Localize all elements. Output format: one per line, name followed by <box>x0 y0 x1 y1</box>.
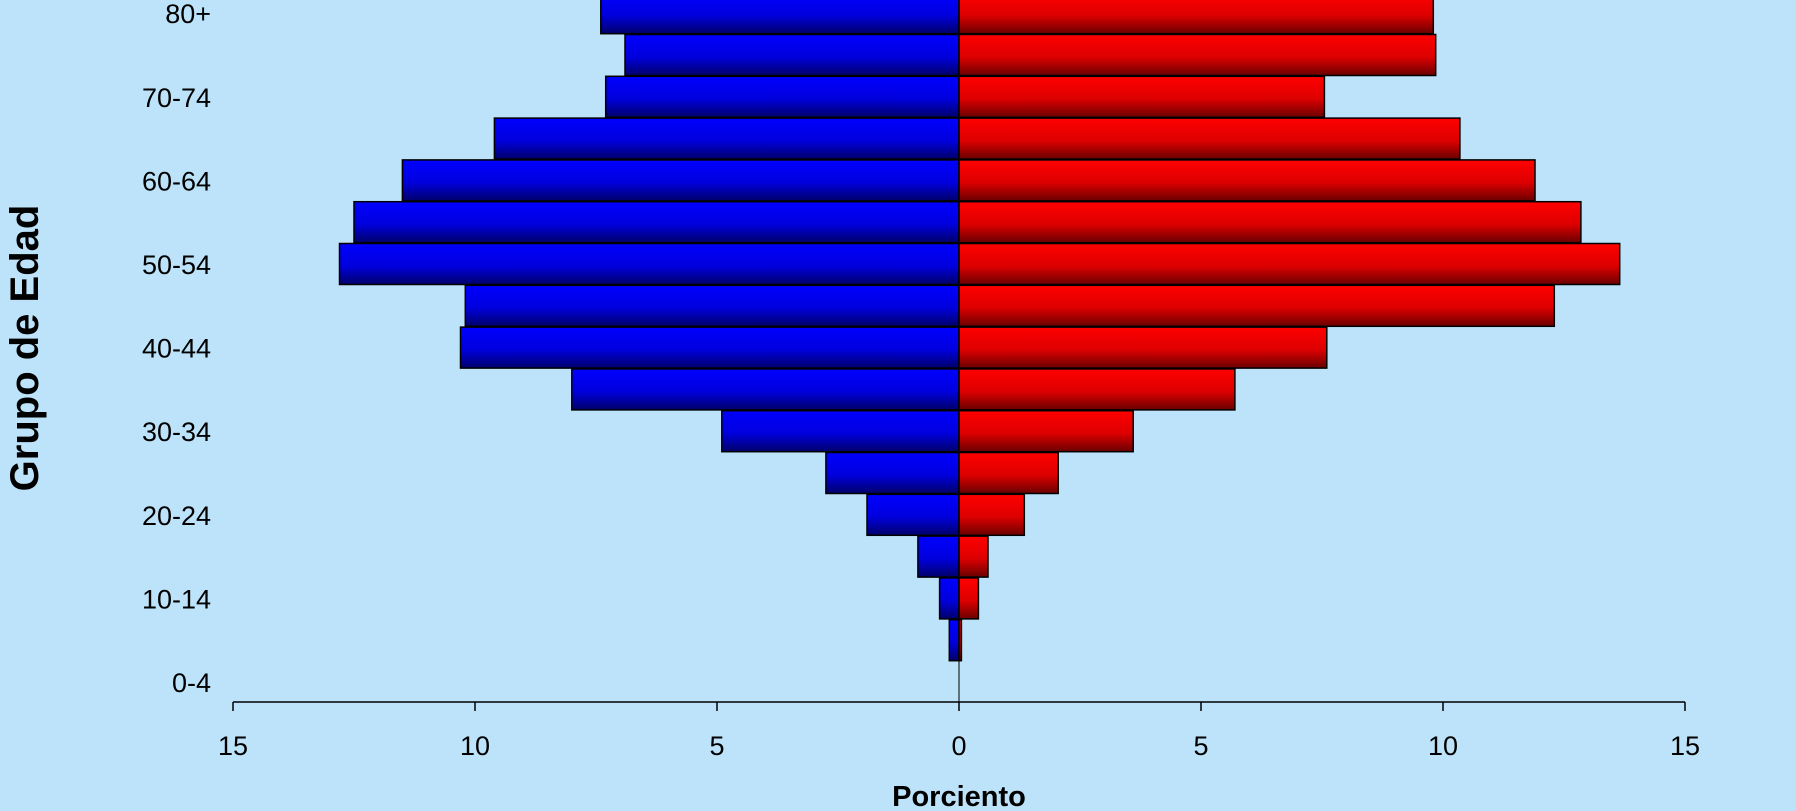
bar-left-15-19 <box>917 535 960 578</box>
bar-right-75-79 <box>958 33 1437 77</box>
bar-left-25-29 <box>825 451 960 495</box>
bar-right-10-14 <box>958 577 980 620</box>
axes-layer: 15 10 5 0 5 10 15 0-4 10-14 20-24 30-34 40-44 50-54 6… <box>142 0 1700 761</box>
bar-left-5-9 <box>948 618 960 662</box>
bar-left-45-49 <box>464 284 960 328</box>
bar-left-35-39 <box>571 368 960 411</box>
bar-right-45-49 <box>958 284 1556 328</box>
bar-right-60-64 <box>958 159 1536 202</box>
y-tick-label: 70-74 <box>142 83 211 113</box>
bar-right-20-24 <box>958 493 1026 537</box>
bar-right-50-54 <box>958 242 1621 286</box>
y-tick-label: 20-24 <box>142 501 211 531</box>
bar-left-30-34 <box>721 409 960 453</box>
bar-right-80+ <box>958 0 1435 35</box>
bar-left-10-14 <box>938 577 960 620</box>
y-tick-label: 0-4 <box>172 668 211 698</box>
bars-layer <box>338 0 1621 662</box>
x-axis-title: Porciento <box>892 781 1026 811</box>
bar-right-55-59 <box>958 200 1582 244</box>
bar-right-30-34 <box>958 409 1134 453</box>
y-tick-label: 40-44 <box>142 334 211 364</box>
y-tick-label: 60-64 <box>142 166 211 196</box>
bar-left-60-64 <box>401 159 960 202</box>
bar-left-70-74 <box>604 75 960 119</box>
y-tick-label: 30-34 <box>142 417 211 447</box>
x-tick-label: 10 <box>1428 731 1458 761</box>
bar-right-40-44 <box>958 326 1328 369</box>
x-tick-label: 0 <box>951 731 966 761</box>
y-axis-title: Grupo de Edad <box>3 205 47 492</box>
bar-left-40-44 <box>459 326 960 369</box>
y-tick-label: 80+ <box>165 0 211 29</box>
x-tick-label: 5 <box>1193 731 1208 761</box>
bar-left-65-69 <box>493 117 960 160</box>
x-tick-label: 5 <box>709 731 724 761</box>
y-tick-label: 10-14 <box>142 584 211 614</box>
x-tick-label: 10 <box>460 731 490 761</box>
bar-right-35-39 <box>958 368 1236 411</box>
bar-left-75-79 <box>624 33 960 77</box>
bar-right-65-69 <box>958 117 1461 160</box>
bar-right-15-19 <box>958 535 989 578</box>
x-tick-label: 15 <box>1670 731 1700 761</box>
x-tick-label: 15 <box>218 731 248 761</box>
bar-left-80+ <box>600 0 960 35</box>
bar-right-70-74 <box>958 75 1326 119</box>
bar-left-20-24 <box>866 493 960 537</box>
bar-right-25-29 <box>958 451 1059 495</box>
bar-left-55-59 <box>353 200 960 244</box>
bar-left-50-54 <box>338 242 960 286</box>
y-tick-label: 50-54 <box>142 250 211 280</box>
